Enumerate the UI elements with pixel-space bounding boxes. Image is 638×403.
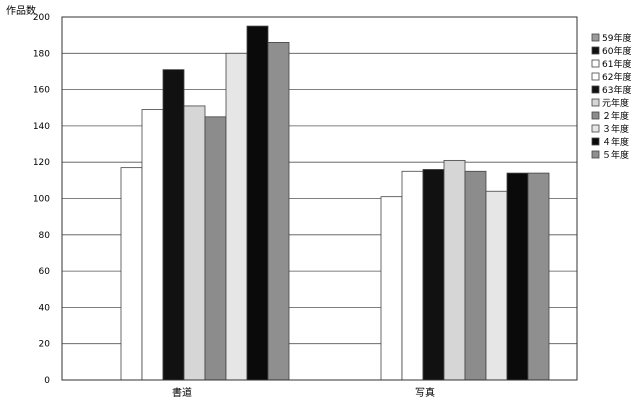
bar: [401, 170, 424, 381]
y-tick-label: 120: [33, 158, 50, 168]
bar: [485, 190, 508, 381]
bar: [527, 172, 550, 381]
legend-label: 62年度: [602, 71, 631, 83]
y-tick-labels: 0 20 40 60 80 100 120 140 160 180 200: [33, 13, 50, 386]
legend-label: ３年度: [602, 123, 629, 135]
y-axis-label: 作品数: [6, 4, 36, 17]
y-tick-label: 0: [44, 376, 50, 386]
y-tick-label: 40: [39, 303, 51, 313]
legend-label: ４年度: [602, 136, 629, 148]
y-tick-label: 200: [33, 13, 50, 23]
bar: [225, 52, 248, 381]
legend-label: 60年度: [602, 45, 631, 57]
bar: [380, 196, 403, 381]
y-tick-label: 140: [33, 122, 50, 132]
bar: [204, 116, 227, 381]
legend-swatch: [591, 33, 600, 42]
legend-label: 63年度: [602, 84, 631, 96]
legend-swatch: [591, 137, 600, 146]
bar: [162, 69, 185, 381]
bar: [267, 42, 290, 381]
y-tick-label: 60: [39, 267, 51, 277]
y-tick-label: 80: [39, 231, 51, 241]
category-labels: 書道 写真: [172, 386, 435, 399]
bar: [506, 172, 529, 381]
legend-swatch: [591, 124, 600, 133]
legend-label: 元年度: [602, 97, 629, 109]
legend-swatch: [591, 98, 600, 107]
bars: [120, 25, 550, 381]
legend-label: ２年度: [602, 110, 629, 122]
category-label: 書道: [172, 386, 192, 399]
legend-swatch: [591, 85, 600, 94]
bar: [183, 105, 206, 381]
category-label: 写真: [415, 386, 435, 399]
y-tick-label: 160: [33, 86, 50, 96]
legend-swatch: [591, 111, 600, 120]
bar: [422, 169, 445, 381]
bar: [443, 159, 466, 381]
bar: [120, 167, 143, 381]
bar: [464, 170, 487, 381]
legend-swatch: [591, 72, 600, 81]
y-tick-label: 100: [33, 195, 50, 205]
legend-label: 59年度: [602, 32, 631, 44]
legend-swatch: [591, 46, 600, 55]
y-tick-label: 180: [33, 49, 50, 59]
legend-swatch: [591, 59, 600, 68]
plot-frame: [61, 16, 578, 381]
bar: [141, 109, 164, 381]
legend-label: 61年度: [602, 58, 631, 70]
legend-label: ５年度: [602, 149, 629, 161]
bar: [246, 25, 269, 381]
y-tick-label: 20: [39, 340, 51, 350]
legend-swatch: [591, 150, 600, 159]
